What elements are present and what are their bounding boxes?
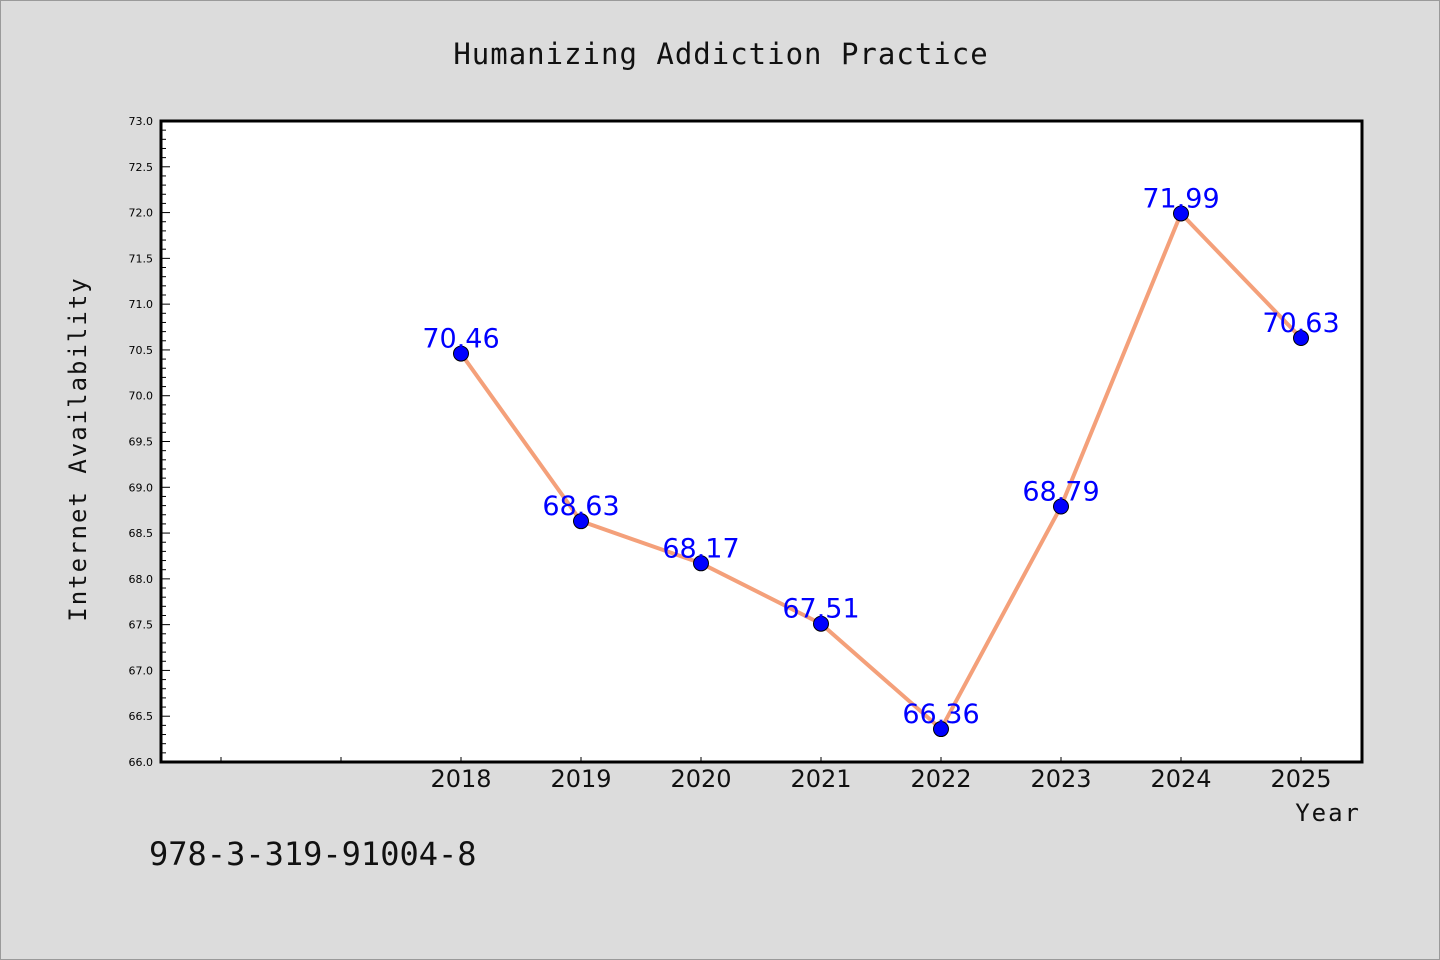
y-tick-label: 67.5	[129, 619, 154, 632]
x-axis: 2018 2019 2020 2021 2022 2023 2024 2025	[220, 757, 1332, 793]
x-axis-label: Year	[1295, 799, 1361, 827]
data-point	[1293, 330, 1309, 347]
y-tick-label: 73.0	[129, 115, 154, 128]
data-point	[1173, 205, 1189, 222]
y-tick-label: 72.5	[129, 161, 154, 174]
data-point	[573, 513, 589, 530]
y-axis-label: Internet Availability	[64, 276, 92, 621]
data-label: 68.63	[542, 491, 619, 522]
data-label: 67.51	[782, 594, 859, 625]
y-tick-label: 66.5	[129, 710, 154, 723]
data-label: 68.79	[1022, 477, 1099, 508]
chart-title: Humanizing Addiction Practice	[453, 37, 988, 71]
y-tick-label: 68.5	[129, 527, 154, 540]
x-tick-label: 2018	[430, 765, 491, 793]
data-point	[1053, 498, 1069, 515]
x-tick-label: 2021	[790, 765, 851, 793]
data-point	[933, 721, 949, 738]
x-tick-label: 2023	[1030, 765, 1091, 793]
data-point	[813, 615, 829, 632]
x-tick-label: 2019	[550, 765, 611, 793]
data-point	[453, 345, 469, 362]
footnote-isbn: 978-3-319-91004-8	[149, 835, 477, 873]
data-label: 66.36	[902, 699, 979, 730]
x-tick-label: 2024	[1150, 765, 1211, 793]
y-axis: 66.0 66.5 67.0 67.5 68.0 68.5 69.0 69.5 70.0 70.5…	[129, 115, 170, 769]
y-tick-label: 69.0	[129, 481, 154, 494]
series-line	[459, 211, 1303, 732]
x-tick-label: 2025	[1270, 765, 1331, 793]
data-point	[693, 555, 709, 572]
data-label: 68.17	[662, 533, 739, 564]
y-tick-label: 70.0	[129, 390, 154, 403]
y-tick-label: 69.5	[129, 436, 154, 449]
y-tick-label: 71.0	[129, 298, 154, 311]
y-tick-label: 68.0	[129, 573, 154, 586]
data-label: 70.46	[422, 324, 499, 355]
y-tick-label: 70.5	[129, 344, 154, 357]
y-tick-label: 66.0	[129, 756, 154, 769]
x-tick-label: 2022	[910, 765, 971, 793]
y-tick-label: 67.0	[129, 664, 154, 677]
data-label: 70.63	[1262, 308, 1339, 339]
data-label: 71.99	[1142, 183, 1219, 214]
y-tick-label: 72.0	[129, 207, 154, 220]
plot-area	[159, 119, 1364, 764]
y-tick-label: 71.5	[129, 252, 154, 265]
x-tick-label: 2020	[670, 765, 731, 793]
series-layer: 70.46 68.63 68.17 67.51 66.36 68.79 71.99 70.63	[422, 183, 1340, 738]
